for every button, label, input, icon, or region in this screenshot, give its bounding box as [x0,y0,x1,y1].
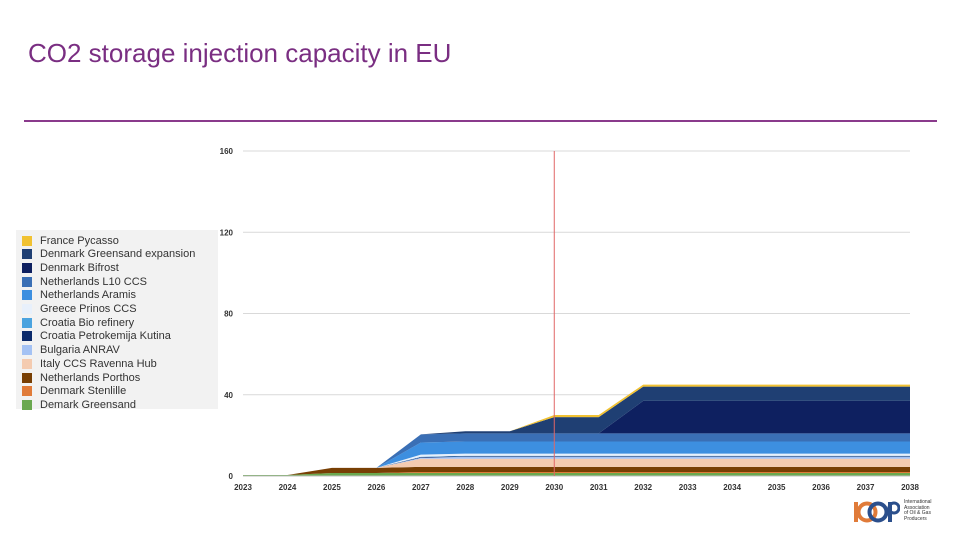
slide-title: CO2 storage injection capacity in EU [28,38,452,68]
legend-item: Croatia Petrokemija Kutina [22,330,171,343]
legend-label: Netherlands Porthos [40,371,141,384]
legend-label: Bulgaria ANRAV [40,344,120,357]
x-tick-label: 2028 [456,483,474,492]
legend-item: Netherlands Porthos [22,371,140,384]
area-series-10 [243,400,910,475]
x-tick-label: 2038 [901,483,919,492]
legend-swatch [22,276,32,287]
legend-item: Italy CCS Ravenna Hub [22,357,157,370]
x-tick-label: 2024 [279,483,297,492]
x-tick-label: 2036 [812,483,830,492]
legend-label: Demark Greensand [40,398,136,411]
y-tick-label: 0 [229,472,234,481]
title-divider [24,120,937,122]
legend-swatch [22,290,32,301]
legend-item: Denmark Greensand expansion [22,248,195,261]
iogp-logo-text-line: of Oil & Gas [904,510,931,516]
legend-label: France Pycasso [40,234,119,247]
area-series-1 [243,471,910,475]
area-series-7 [243,453,910,475]
area-series-3 [243,458,910,475]
x-tick-label: 2027 [412,483,430,492]
y-tick-label: 120 [220,228,234,237]
x-tick-label: 2037 [857,483,875,492]
iogp-logo-text-line: Producers [904,515,927,522]
legend-label: Netherlands L10 CCS [40,275,148,288]
legend-label: Greece Prinos CCS [40,303,137,315]
legend-label: Denmark Greensand expansion [40,248,196,261]
area-series-0 [243,472,910,476]
x-tick-label: 2025 [323,483,341,492]
legend-item: Croatia Bio refinery [22,316,134,329]
legend-item: Bulgaria ANRAV [22,344,120,357]
x-tick-label: 2031 [590,483,608,492]
legend-swatch [22,317,32,328]
legend-swatch [22,331,32,342]
x-tick-label: 2035 [768,483,786,492]
y-tick-label: 80 [224,310,233,319]
legend-item: Greece Prinos CCS [22,303,137,316]
x-tick-label: 2026 [368,483,386,492]
area-series-4 [243,456,910,475]
legend-swatch [22,304,32,314]
legend-item: Netherlands Aramis [22,289,136,302]
legend-item: Denmark Stenlille [22,385,126,398]
chart-legend: France Pycasso Denmark Greensand expansio… [16,230,218,411]
area-series-9 [243,433,910,475]
legend-item: Demark Greensand [22,398,136,411]
legend-swatch [22,399,32,410]
legend-swatch [22,235,32,246]
x-tick-label: 2029 [501,483,519,492]
legend-item: Denmark Bifrost [22,261,119,274]
legend-swatch [22,358,32,369]
x-tick-label: 2023 [234,483,252,492]
legend-label: Italy CCS Ravenna Hub [40,357,157,370]
iogp-logo-mark [852,500,900,524]
iogp-logo-text: International Association of Oil & Gas Prod… [904,499,932,522]
x-tick-label: 2033 [679,483,697,492]
legend-swatch [22,262,32,273]
area-series-8 [243,441,910,475]
legend-item: France Pycasso [22,234,119,247]
legend-swatch [22,372,32,383]
legend-label: Denmark Bifrost [40,261,119,274]
legend-label: Croatia Bio refinery [40,316,135,329]
x-tick-label: 2034 [723,483,741,492]
x-tick-label: 2032 [634,483,652,492]
legend-swatch [22,386,32,397]
legend-item: Netherlands L10 CCS [22,275,147,288]
legend-label: Croatia Petrokemija Kutina [40,330,171,343]
y-tick-label: 40 [224,391,233,400]
x-tick-label: 2030 [545,483,563,492]
iogp-logo-text-line: Association [904,504,930,511]
legend-swatch [22,249,32,260]
legend-label: Denmark Stenlille [40,385,127,398]
y-tick-label: 160 [220,147,234,156]
legend-label: Netherlands Aramis [40,289,136,302]
iogp-logo-text-line: International [904,499,932,505]
iogp-logo: International Association of Oil & Gas Prod… [852,498,942,526]
area-series-2 [243,466,910,475]
area-series-11 [243,386,910,475]
legend-swatch [22,345,32,356]
